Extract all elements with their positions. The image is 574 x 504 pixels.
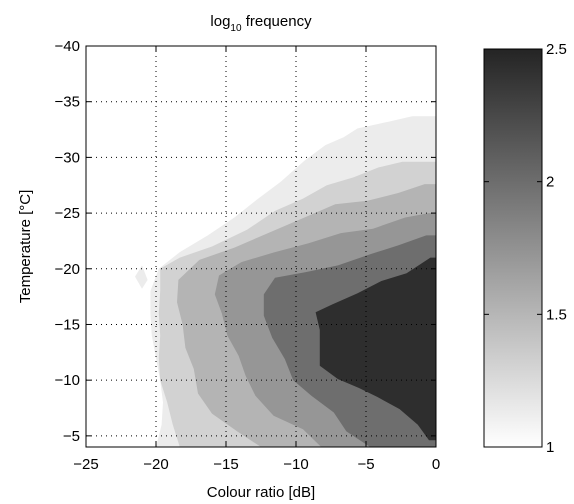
y-tick-label: −40 — [55, 38, 80, 55]
chart-title-subscript: 10 — [230, 23, 242, 34]
y-tick-label: −35 — [55, 94, 80, 111]
colorbar-ticks: 1 1.5 2 2.5 — [484, 41, 567, 456]
chart-title-rest: frequency — [242, 13, 313, 30]
chart-title: log10 frequency — [210, 13, 312, 34]
contour-fills — [86, 46, 437, 448]
x-tick-label: 0 — [432, 456, 440, 473]
x-axis-ticks: −25 −20 −15 −10 −5 0 — [73, 46, 440, 473]
contour-region-6 — [135, 265, 148, 289]
x-tick-label: −15 — [213, 456, 238, 473]
colorbar-tick-label: 1.5 — [546, 306, 567, 323]
x-tick-label: −25 — [73, 456, 98, 473]
colorbar-tick-label: 2 — [546, 174, 554, 191]
colorbar-tick-label: 2.5 — [546, 41, 567, 58]
x-tick-label: −5 — [357, 456, 374, 473]
contour-region-5 — [315, 257, 436, 441]
y-tick-label: −30 — [55, 149, 80, 166]
colorbar — [483, 48, 543, 448]
y-tick-label: −20 — [55, 261, 80, 278]
y-tick-label: −10 — [55, 372, 80, 389]
y-tick-label: −25 — [55, 205, 80, 222]
y-tick-label: −15 — [55, 316, 80, 333]
y-tick-label: −5 — [63, 428, 80, 445]
grid-lines — [86, 46, 436, 447]
y-axis-label: Temperature [°C] — [17, 190, 34, 304]
x-tick-label: −20 — [143, 456, 168, 473]
chart-title-main: log — [210, 13, 230, 30]
x-tick-label: −10 — [283, 456, 308, 473]
plot-frame — [85, 45, 437, 448]
y-axis-ticks: −40 −35 −30 −25 −20 −15 −10 −5 — [55, 38, 436, 445]
colorbar-tick-label: 1 — [546, 439, 554, 456]
x-axis-label: Colour ratio [dB] — [207, 484, 315, 501]
